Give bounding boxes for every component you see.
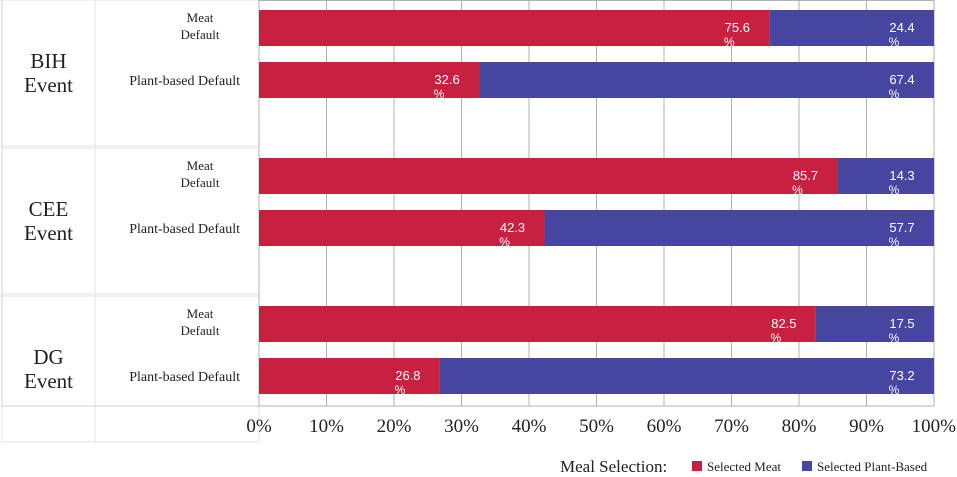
data-label-value: 67.4 [889, 72, 914, 87]
group-name: Event [24, 73, 73, 97]
legend-title: Meal Selection: [560, 457, 667, 476]
x-tick-label: 20% [377, 416, 412, 437]
bar-segment-selected-meat [259, 10, 770, 46]
bar-segment-selected-meat [259, 210, 545, 246]
x-tick-label: 80% [782, 416, 817, 437]
data-label-unit: % [792, 183, 803, 197]
bar-segment-selected-plant-based [815, 306, 934, 342]
data-label-unit: % [889, 331, 900, 345]
bar-segment-selected-plant-based [837, 158, 934, 194]
group-header-cell [1, 295, 96, 443]
data-label-unit: % [889, 383, 900, 397]
bar-segment-selected-plant-based [544, 210, 934, 246]
bar-segment-selected-plant-based [439, 358, 934, 394]
bar-category-label: Plant-based Default [129, 370, 240, 385]
bar-segment-selected-meat [259, 358, 440, 394]
data-label-unit: % [889, 87, 900, 101]
data-label-value: 75.6 [725, 20, 750, 35]
data-label-value: 85.7 [793, 168, 818, 183]
data-label-unit: % [434, 87, 445, 101]
data-label-unit: % [889, 183, 900, 197]
legend-item-label: Selected Plant-Based [817, 459, 928, 474]
group-header-cell [1, 0, 96, 147]
bar-category-label: Meat [187, 158, 214, 173]
x-tick-label: 60% [647, 416, 682, 437]
data-label-value: 73.2 [889, 368, 914, 383]
x-tick-label: 40% [512, 416, 547, 437]
x-tick-label: 90% [849, 416, 884, 437]
legend-swatch [802, 461, 812, 471]
bar-category-label: Default [181, 175, 220, 190]
bar-label-cell [94, 147, 260, 295]
x-tick-label: 30% [444, 416, 479, 437]
group-name: DG [33, 345, 63, 369]
bar-category-label: Plant-based Default [129, 74, 240, 89]
bar-segment-selected-plant-based [479, 62, 934, 98]
bar-category-label: Meat [187, 10, 214, 25]
data-label-value: 24.4 [889, 20, 914, 35]
data-label-value: 32.6 [434, 72, 459, 87]
bar-segment-selected-meat [259, 62, 480, 98]
data-label-unit: % [395, 383, 406, 397]
bar-segment-selected-meat [259, 158, 838, 194]
group-header-cell [1, 147, 96, 295]
group-name: Event [24, 369, 73, 393]
data-label-unit: % [724, 35, 735, 49]
data-label-value: 26.8 [395, 368, 420, 383]
data-label-value: 42.3 [500, 220, 525, 235]
data-label-value: 14.3 [889, 168, 914, 183]
bar-segment-selected-meat [259, 306, 816, 342]
group-name: Event [24, 221, 73, 245]
x-tick-label: 100% [912, 416, 957, 437]
bar-segment-selected-plant-based [769, 10, 934, 46]
bar-category-label: Plant-based Default [129, 222, 240, 237]
x-tick-label: 0% [246, 416, 272, 437]
legend-item-label: Selected Meat [707, 459, 781, 474]
data-label-unit: % [499, 235, 510, 249]
data-label-unit: % [889, 235, 900, 249]
bar-label-cell [94, 295, 260, 443]
data-label-value: 82.5 [771, 316, 796, 331]
x-tick-label: 70% [714, 416, 749, 437]
x-tick-label: 10% [309, 416, 344, 437]
data-label-unit: % [889, 35, 900, 49]
bar-category-label: Meat [187, 306, 214, 321]
x-tick-label: 50% [579, 416, 614, 437]
group-name: CEE [29, 197, 69, 221]
bar-label-cell [94, 0, 260, 147]
data-label-value: 57.7 [889, 220, 914, 235]
legend-swatch [692, 461, 702, 471]
group-name: BIH [30, 49, 66, 73]
data-label-unit: % [771, 331, 782, 345]
data-label-value: 17.5 [889, 316, 914, 331]
bar-category-label: Default [181, 323, 220, 338]
bar-category-label: Default [181, 27, 220, 42]
